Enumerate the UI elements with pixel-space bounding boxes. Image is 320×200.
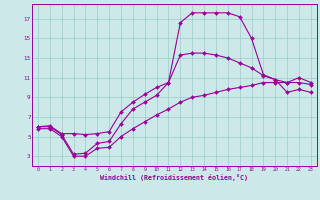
X-axis label: Windchill (Refroidissement éolien,°C): Windchill (Refroidissement éolien,°C) <box>100 174 248 181</box>
